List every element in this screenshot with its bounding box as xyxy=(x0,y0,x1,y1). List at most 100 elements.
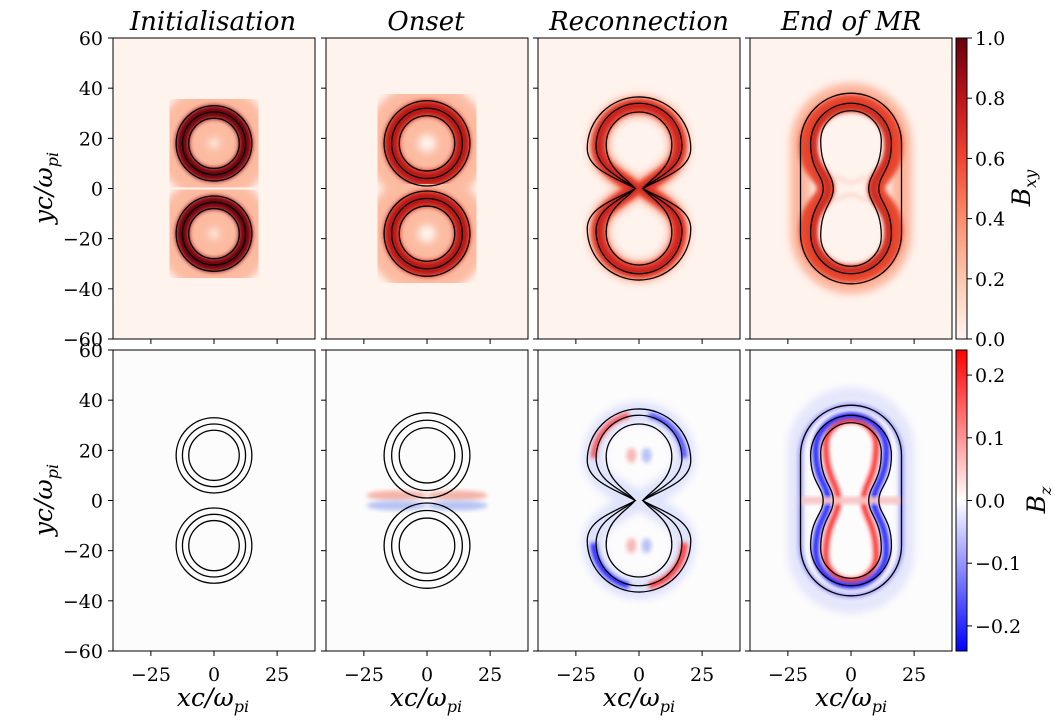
flux-contour-initialisation-1-0 xyxy=(181,423,247,488)
flux-contour-end-of-mr-outer xyxy=(799,92,903,285)
xtick-label-1: 0 xyxy=(421,664,433,686)
flux-contour-onset-0-1 xyxy=(398,205,456,262)
colorbar-tick-label-0: 0.0 xyxy=(975,329,1005,351)
column-title-initialisation: Initialisation xyxy=(129,7,296,37)
panel-r1-c1 xyxy=(113,38,315,339)
xtick-label-2: 25 xyxy=(265,664,289,686)
colorbar-tick-label-2: 0.4 xyxy=(975,209,1005,231)
colorbar-tick-label-4: 0.8 xyxy=(975,88,1005,110)
xlabel-col-2: xc/ωpi xyxy=(390,683,462,716)
colorbar-gradient xyxy=(955,349,968,652)
flux-contour-end-of-mr-outer xyxy=(799,404,903,597)
bz-center-spot-reconnection-0 xyxy=(626,447,637,463)
colorbar-tick-label-2: 0.0 xyxy=(975,491,1005,513)
panels-layer xyxy=(113,38,952,651)
flux-contour-initialisation-1-1 xyxy=(181,201,247,266)
flux-contour-onset-0-1 xyxy=(398,517,456,574)
flux-contour-onset-0-0 xyxy=(398,115,456,172)
bz-center-spot-reconnection-3 xyxy=(641,538,652,554)
ytick-label-0: 60 xyxy=(79,340,103,362)
bz-center-spot-reconnection-2 xyxy=(626,538,637,554)
flux-contour-initialisation-0-0 xyxy=(188,429,240,482)
colorbar-tick-label-3: 0.1 xyxy=(975,428,1005,450)
xtick-label-0: −25 xyxy=(768,664,808,686)
bz-quadrupole-onset-1 xyxy=(427,490,488,501)
flux-contour-initialisation-0-0 xyxy=(188,117,240,170)
bz-quadrupole-onset-3 xyxy=(427,500,488,511)
ytick-label-6: −60 xyxy=(63,329,103,351)
axes-r2-c2: −25 0 25 xyxy=(321,349,529,686)
panel-background xyxy=(113,350,315,651)
colorbar-tick-label-3: 0.6 xyxy=(975,148,1005,170)
panel-r2-c1 xyxy=(113,350,315,651)
axes-r2-c1: −25 0 25 60 40 20 0 −20 −40 −60 xyxy=(63,340,316,686)
ytick-label-3: 0 xyxy=(91,179,103,201)
column-title-onset: Onset xyxy=(387,7,465,37)
colorbar-bxy: 0.0 0.2 0.4 0.6 0.8 1.0 xyxy=(955,28,1005,351)
xtick-label-0: −25 xyxy=(131,664,171,686)
bz-blue-arc-upper-right xyxy=(648,412,687,459)
contours-r1-c2 xyxy=(383,100,471,277)
ytick-label-4: −20 xyxy=(63,229,103,251)
contours-r2-c1 xyxy=(175,417,253,584)
xtick-label-0: −25 xyxy=(344,664,384,686)
flux-contour-end-of-mr-inner xyxy=(820,422,882,579)
bz-red-arc-lower-right xyxy=(648,542,688,589)
ytick-label-2: 20 xyxy=(79,128,103,150)
ylabel-row-1: yc/ωpi xyxy=(29,152,62,225)
xtick-label-2: 25 xyxy=(478,664,502,686)
bxy-core-end-of-mr xyxy=(810,102,892,275)
panel-r2-c3 xyxy=(538,350,740,651)
column-title-end-of-mr: End of MR xyxy=(780,7,921,37)
axes-r1-c4 xyxy=(745,37,953,344)
ytick-label-1: 40 xyxy=(79,78,103,100)
bz-red-arc-upper-left xyxy=(591,412,630,459)
flux-contour-initialisation-2-1 xyxy=(175,195,253,272)
contours-r2-c2 xyxy=(383,412,471,589)
panel-background xyxy=(750,38,952,339)
ytick-label-5: −40 xyxy=(63,591,103,613)
xtick-label-2: 25 xyxy=(690,664,714,686)
axes-r2-c4: −25 0 25 xyxy=(745,349,953,686)
bz-halo-end-of-mr xyxy=(787,387,915,614)
xlabel-col-4: xc/ωpi xyxy=(815,683,887,716)
panel-r1-c3 xyxy=(538,38,740,339)
flux-contour-initialisation-0-1 xyxy=(188,519,240,572)
colorbar-gradient xyxy=(955,37,968,340)
contours-r1-c3 xyxy=(586,96,692,281)
flux-contour-onset-2-0 xyxy=(383,412,471,499)
ylabel-row-2: yc/ωpi xyxy=(29,464,62,537)
xtick-label-2: 25 xyxy=(902,664,926,686)
flux-contour-initialisation-1-1 xyxy=(181,513,247,578)
colorbar-tick-label-0: −0.2 xyxy=(975,616,1021,638)
column-title-reconnection: Reconnection xyxy=(548,7,729,37)
xtick-label-1: 0 xyxy=(633,664,645,686)
flux-contour-onset-2-0 xyxy=(383,100,471,187)
bz-quadrupole-onset-2 xyxy=(366,500,427,511)
ytick-label-1: 40 xyxy=(79,390,103,412)
bz-center-spot-reconnection-1 xyxy=(641,447,652,463)
colorbar-label-bz: Bz xyxy=(1022,486,1055,514)
flux-contour-initialisation-1-0 xyxy=(181,111,247,176)
contours-r1-c1 xyxy=(175,105,253,272)
flux-contour-reconnection-outermost xyxy=(586,96,692,281)
flux-contour-onset-0-0 xyxy=(398,427,456,484)
bz-midplane-band-end-of-mr xyxy=(800,496,902,505)
colorbars-layer: 0.0 0.2 0.4 0.6 0.8 1.0 −0.2 −0.1 0.0 0.1 0.2 xyxy=(955,28,1021,652)
xtick-label-1: 0 xyxy=(208,664,220,686)
ytick-label-2: 20 xyxy=(79,440,103,462)
xlabel-col-1: xc/ωpi xyxy=(177,683,249,716)
colorbar-tick-label-4: 0.2 xyxy=(975,365,1005,387)
panel-background xyxy=(326,350,528,651)
xtick-label-0: −25 xyxy=(556,664,596,686)
colorbar-bz: −0.2 −0.1 0.0 0.1 0.2 xyxy=(955,349,1021,652)
flux-contour-end-of-mr-mid xyxy=(809,414,893,587)
flux-contour-onset-1-0 xyxy=(391,419,463,492)
colorbar-tick-label-1: 0.2 xyxy=(975,269,1005,291)
contours-r2-c4 xyxy=(799,404,903,597)
axes-r1-c1: 60 40 20 0 −20 −40 −60 xyxy=(63,28,316,351)
flux-contour-onset-1-0 xyxy=(391,107,463,180)
ytick-label-5: −40 xyxy=(63,279,103,301)
axes-r1-c2 xyxy=(321,37,529,344)
